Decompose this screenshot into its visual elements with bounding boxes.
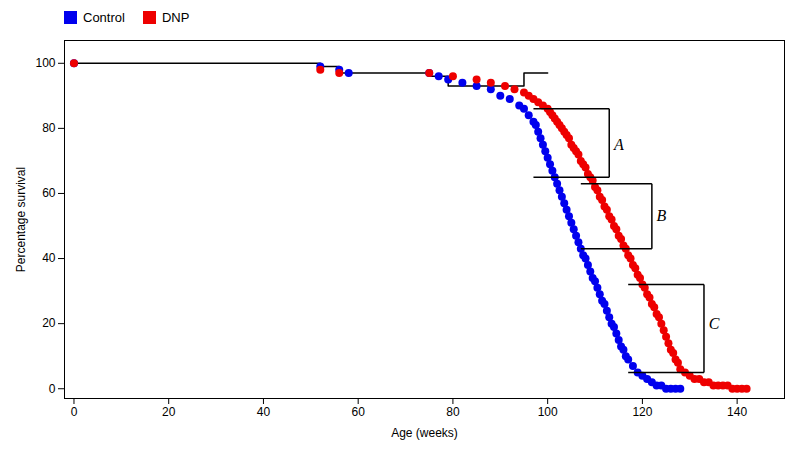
html-text:Control: Control [83, 9, 125, 25]
svg-text:120: 120 [632, 405, 652, 419]
svg-text:20: 20 [162, 405, 176, 419]
svg-text:Age (weeks): Age (weeks) [391, 426, 458, 440]
svg-text:40: 40 [257, 405, 271, 419]
svg-text:0: 0 [49, 382, 56, 396]
svg-text:20: 20 [42, 316, 56, 330]
svg-text:40: 40 [42, 251, 56, 265]
svg-text:C: C [709, 315, 720, 332]
svg-text:80: 80 [42, 121, 56, 135]
svg-text:B: B [657, 207, 667, 224]
html-text:DNP: DNP [161, 9, 190, 25]
svg-text:60: 60 [352, 405, 366, 419]
svg-text:100: 100 [538, 405, 558, 419]
svg-text:80: 80 [446, 405, 460, 419]
svg-text:100: 100 [35, 56, 55, 70]
svg-text:60: 60 [42, 186, 56, 200]
svg-text:A: A [613, 136, 624, 153]
svg-text:140: 140 [727, 405, 747, 419]
svg-text:Percentage survival: Percentage survival [14, 167, 28, 272]
svg-text:0: 0 [71, 405, 78, 419]
